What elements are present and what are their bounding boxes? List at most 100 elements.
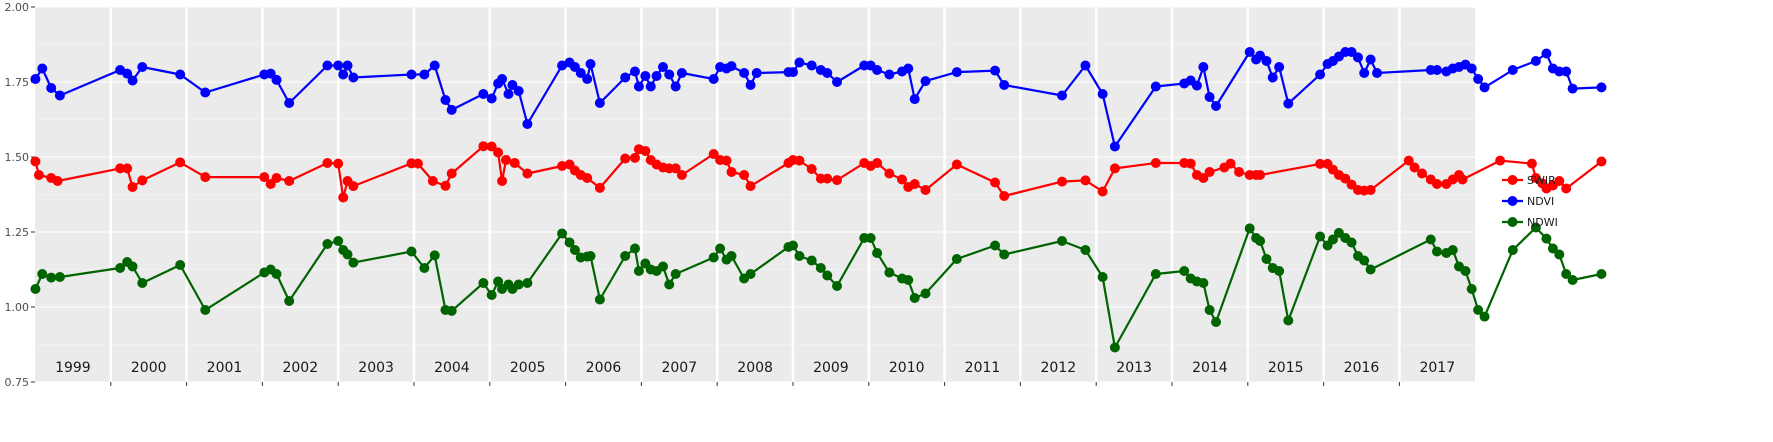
ndvi-point xyxy=(651,71,662,81)
swir-point xyxy=(271,173,282,183)
ndwi-point xyxy=(127,261,138,272)
swir-point xyxy=(1057,176,1068,187)
ndvi-point xyxy=(1473,74,1484,84)
ndvi-point xyxy=(127,75,138,86)
year-labels: 1999 2000 2001 2002 2003 2004 2005 2006 2007 2008… xyxy=(55,360,1455,376)
year-label-2011: 2011 xyxy=(965,360,1001,376)
ndvi-point xyxy=(1541,48,1552,59)
year-label-2007: 2007 xyxy=(661,360,697,376)
ndvi-point xyxy=(633,81,644,92)
ndvi-point xyxy=(708,74,719,84)
year-label-2010: 2010 xyxy=(889,360,925,376)
year-label-2015: 2015 xyxy=(1268,360,1304,376)
ndwi-point xyxy=(670,269,681,279)
swir-point xyxy=(122,163,133,174)
swir-point xyxy=(594,182,605,193)
ndvi-point xyxy=(1191,80,1202,91)
swir-point xyxy=(1596,156,1607,167)
ndwi-point xyxy=(1327,234,1338,245)
swir-point xyxy=(951,159,962,170)
ndvi-point xyxy=(726,61,737,72)
ndvi-point xyxy=(990,65,1001,76)
swir-point xyxy=(284,176,295,186)
y-tick-label: 0.75 xyxy=(5,376,30,389)
year-label-2012: 2012 xyxy=(1040,360,1076,376)
ndvi-point xyxy=(884,69,895,80)
swir-point xyxy=(446,168,457,179)
y-tick-label: 1.50 xyxy=(5,151,30,164)
swir-point xyxy=(872,158,883,168)
ndwi-point xyxy=(1057,236,1068,246)
ndvi-point xyxy=(585,59,596,69)
swir-point xyxy=(1561,183,1572,194)
ndwi-point xyxy=(1211,317,1222,327)
ndvi-point xyxy=(903,63,914,74)
swir-point xyxy=(1457,174,1468,185)
ndwi-point xyxy=(832,281,843,291)
ndwi-point xyxy=(522,278,533,288)
ndwi-point xyxy=(419,263,430,273)
ndvi-point xyxy=(832,77,843,87)
swir-point xyxy=(127,182,138,192)
swir-point xyxy=(1225,158,1236,169)
year-label-2005: 2005 xyxy=(510,360,546,376)
ndwi-point xyxy=(815,263,826,273)
ndwi-point xyxy=(664,279,675,290)
ndvi-point xyxy=(620,72,631,83)
swir-point xyxy=(522,168,533,179)
year-label-2014: 2014 xyxy=(1192,360,1228,376)
ndwi-point xyxy=(999,249,1010,260)
ndvi-point xyxy=(486,93,497,104)
year-label-2002: 2002 xyxy=(282,360,318,376)
swir-point xyxy=(1255,170,1266,180)
ndwi-point xyxy=(486,290,497,300)
ndvi-point xyxy=(1567,83,1578,94)
swir-point xyxy=(670,163,681,174)
legend-label: NDWI xyxy=(1527,216,1558,229)
ndwi-point xyxy=(872,248,883,258)
ndvi-point xyxy=(322,60,333,71)
ndvi-point xyxy=(1596,82,1607,93)
swir-point xyxy=(1417,168,1428,179)
swir-point xyxy=(137,175,148,186)
ndvi-point xyxy=(440,95,451,105)
ndvi-point xyxy=(1109,141,1120,152)
ndvi-point xyxy=(822,68,833,78)
ndwi-point xyxy=(1274,266,1285,276)
ndwi-point xyxy=(1204,305,1215,315)
ndwi-point xyxy=(429,250,440,261)
ndwi-point xyxy=(951,254,962,264)
ndvi-point xyxy=(497,74,508,84)
series-ndvi xyxy=(30,47,1607,152)
y-tick-label: 1.00 xyxy=(5,301,30,314)
year-label-1999: 1999 xyxy=(55,360,91,376)
legend: SWIR NDVI NDWI xyxy=(1502,174,1558,229)
ndwi-point xyxy=(629,243,640,254)
ndwi-point xyxy=(1507,245,1518,255)
ndwi-point xyxy=(1283,315,1294,326)
swir-point xyxy=(990,177,1001,188)
ndvi-point xyxy=(594,98,605,108)
ndwi-point xyxy=(1080,245,1091,255)
ndvi-point xyxy=(1283,98,1294,109)
swir-point xyxy=(1204,167,1215,177)
ndvi-point xyxy=(1261,56,1272,66)
swir-point xyxy=(412,158,423,169)
ndvi-point xyxy=(429,60,440,71)
ndwi-point xyxy=(1365,264,1376,275)
ndwi-point xyxy=(920,288,931,299)
ndvi-point xyxy=(920,76,931,87)
ndwi-point xyxy=(1359,255,1370,266)
swir-point xyxy=(259,172,270,183)
x-axis-ticks xyxy=(110,382,1400,386)
y-tick-label: 1.75 xyxy=(5,76,30,89)
swir-point xyxy=(884,168,895,179)
ndvi-point xyxy=(1554,66,1565,77)
ndwi-point xyxy=(1567,275,1578,285)
ndvi-point xyxy=(507,80,518,90)
swir-point xyxy=(721,155,732,166)
ndvi-point xyxy=(37,63,48,74)
ndwi-point xyxy=(1315,231,1326,242)
ndwi-point xyxy=(1466,284,1477,294)
ndwi-point xyxy=(658,261,668,272)
